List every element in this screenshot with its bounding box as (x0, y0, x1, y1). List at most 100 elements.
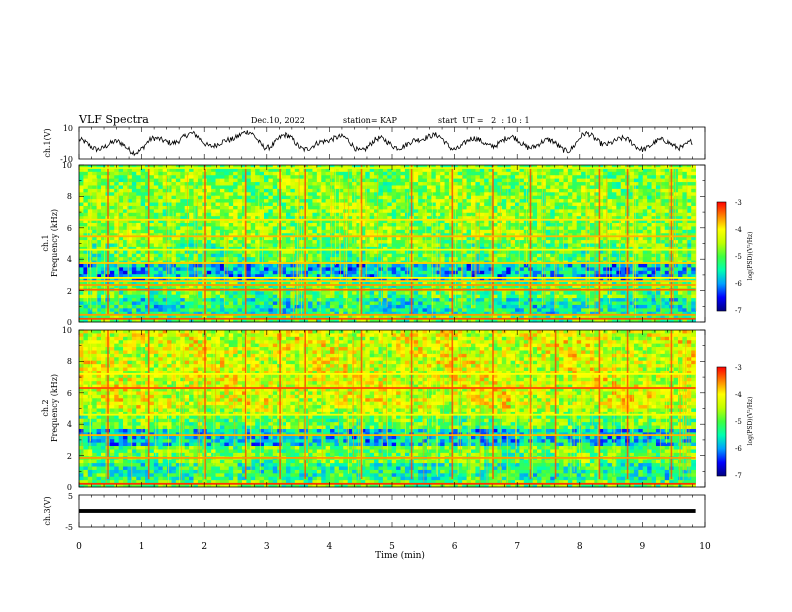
spectrogram-cell (400, 257, 406, 261)
spectrogram-cell (272, 209, 278, 214)
spectrogram-cell (537, 205, 542, 210)
spectrogram-cell (576, 257, 582, 261)
spectrogram-cell (651, 171, 657, 176)
spectrogram-cell (484, 168, 489, 173)
spectrogram-cell (338, 229, 344, 234)
spectrogram-cell (140, 188, 146, 193)
spectrogram-cell (545, 171, 551, 176)
spectrogram-cell (360, 175, 366, 180)
spectrogram-cell (79, 195, 84, 200)
spectrogram-cell (87, 209, 93, 214)
spectrogram-cell (466, 185, 472, 190)
spectrogram-cell (365, 216, 371, 221)
spectrogram-cell (259, 202, 265, 207)
spectrogram-cell (153, 223, 159, 227)
spectrogram-cell (140, 212, 146, 217)
spectrogram-cell (620, 175, 626, 180)
spectrogram-cell (541, 188, 547, 193)
spectrogram-cell (167, 243, 172, 248)
spectrogram-cell (620, 178, 626, 183)
spectrogram-cell (118, 168, 124, 173)
spectrogram-cell (303, 165, 309, 169)
spectrogram-cell (237, 171, 243, 176)
spectrogram-cell (475, 199, 481, 203)
spectrogram-cell (647, 219, 652, 224)
spectrogram-cell (312, 205, 318, 210)
spectrogram-cell (387, 229, 393, 234)
spectrogram-cell (426, 185, 432, 190)
spectrogram-cell (215, 192, 221, 197)
spectrogram-cell (391, 229, 397, 234)
spectrogram-cell (387, 192, 393, 197)
spectrogram-cell (620, 250, 626, 255)
spectrogram-cell (479, 240, 485, 244)
spectrogram-cell (660, 226, 666, 231)
spectrogram-cell (118, 250, 124, 255)
spectrogram-cell (497, 240, 503, 244)
spectrogram-cell (589, 267, 595, 272)
spectrogram-cell (206, 250, 212, 255)
spectrogram-cell (316, 182, 322, 186)
spectrogram-cell (515, 199, 520, 203)
spectrogram-cell (334, 216, 340, 221)
spectrogram-cell (312, 175, 318, 180)
spectrogram-cell (589, 236, 595, 241)
spectrogram-cell (422, 185, 428, 190)
spectrogram-cell (603, 209, 608, 214)
spectrogram-cell (647, 185, 652, 190)
spectrogram-cell (312, 226, 318, 231)
spectrogram-cell (550, 250, 556, 255)
spectrogram-cell (211, 165, 216, 169)
spectrogram-cell (109, 219, 115, 224)
spectrogram-cell (206, 243, 212, 248)
spectrogram-cell (457, 219, 463, 224)
spectrogram-cell (79, 219, 84, 224)
spectrogram-cell (660, 185, 666, 190)
spectrogram-cell (316, 178, 322, 183)
spectrogram-cell (563, 240, 569, 244)
spectrogram-cell (633, 253, 639, 258)
spectrogram-cell (426, 171, 432, 176)
spectrogram-cell (330, 253, 335, 258)
spectrogram-cell (545, 165, 551, 169)
spectrogram-cell (422, 236, 428, 241)
spectrogram-cell (620, 165, 626, 169)
spectrogram-cell (603, 178, 608, 183)
spectrogram-cell (563, 219, 569, 224)
spectrogram-cell (193, 199, 199, 203)
spectrogram-cell (250, 223, 256, 227)
spectrogram-cell (211, 250, 216, 255)
spectrogram-cell (537, 212, 542, 217)
spectrogram-cell (153, 250, 159, 255)
spectrogram-cell (246, 168, 252, 173)
spectrogram-cell (515, 209, 520, 214)
spectrogram-cell (109, 205, 115, 210)
spectrogram-cell (497, 205, 503, 210)
spectrogram-cell (246, 219, 252, 224)
spectrogram-cell (272, 267, 278, 272)
spectrogram-cell (664, 192, 670, 197)
spectrogram-cell (581, 240, 586, 244)
spectrogram-cell (537, 188, 542, 193)
spectrogram-cell (369, 270, 375, 275)
spectrogram-cell (255, 257, 260, 261)
spectrogram-cell (259, 175, 265, 180)
spectrogram-cell (594, 188, 600, 193)
spectrogram-cell (616, 202, 622, 207)
spectrogram-cell (484, 216, 489, 221)
spectrogram-cell (316, 205, 322, 210)
spectrogram-cell (532, 229, 538, 234)
spectrogram-cell (506, 195, 512, 200)
spectrogram-cell (268, 219, 274, 224)
spectrogram-cell (136, 240, 142, 244)
spectrogram-cell (219, 182, 225, 186)
spectrogram-cell (616, 188, 622, 193)
spectrogram-cell (286, 257, 291, 261)
spectrogram-cell (418, 171, 423, 176)
spectrogram-cell (233, 178, 238, 183)
spectrogram-cell (167, 240, 172, 244)
spectrogram-cell (576, 182, 582, 186)
spectrogram-cell (642, 188, 648, 193)
spectrogram-cell (87, 171, 93, 176)
spectrogram-cell (321, 168, 327, 173)
